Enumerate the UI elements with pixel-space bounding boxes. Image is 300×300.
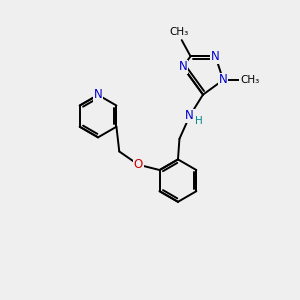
Text: H: H: [195, 116, 203, 126]
Text: N: N: [94, 88, 102, 101]
Text: N: N: [211, 50, 220, 63]
Text: O: O: [134, 158, 143, 171]
Text: N: N: [219, 74, 227, 86]
Text: N: N: [185, 109, 194, 122]
Text: CH₃: CH₃: [240, 75, 259, 85]
Text: CH₃: CH₃: [170, 27, 189, 37]
Text: N: N: [178, 60, 187, 74]
